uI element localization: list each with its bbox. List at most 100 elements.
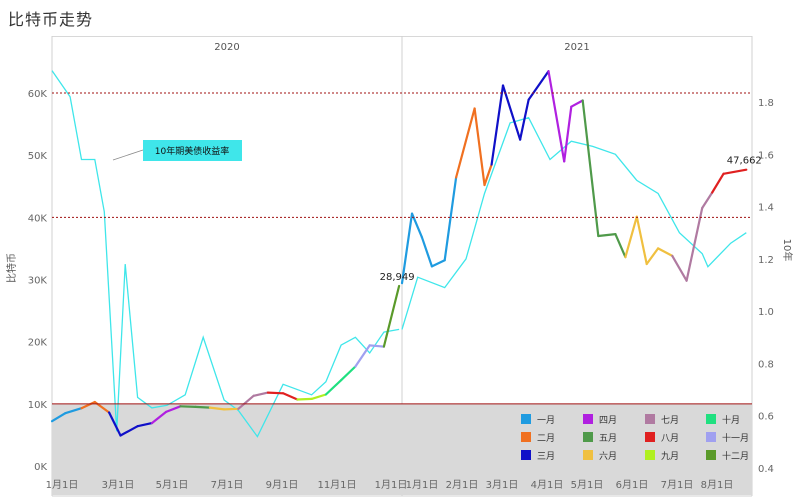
value-label: 47,662 [727,156,762,167]
legend-swatch [706,414,716,424]
y-right-tick: 0.8 [758,359,774,370]
legend-label: 二月 [537,433,555,444]
btc-segment [563,105,573,163]
btc-segment [179,405,197,408]
btc-segment [252,391,269,397]
btc-segment [237,394,255,410]
legend-label: 九月 [661,451,679,462]
btc-segment [624,215,638,259]
yield-line-2020 [51,70,400,438]
y-left-tick: 30K [28,276,48,287]
x-tick: 9月1日 [266,479,299,491]
btc-segment [282,392,299,401]
legend-swatch [645,450,655,460]
y-right-tick: 1.8 [758,98,774,109]
btc-segment [570,99,584,108]
legend-swatch [521,414,531,424]
btc-segment [614,233,627,259]
legend-swatch [521,432,531,442]
btc-segment [581,99,600,238]
btc-segment [711,172,725,194]
legend-swatch [583,450,593,460]
x-tick: 5月1日 [571,479,604,491]
btc-segment [223,407,240,411]
y-right-tick: 1.4 [758,203,774,214]
y-left-tick: 40K [28,213,48,224]
btc-segment [671,254,688,282]
btc-segment [547,70,566,163]
x-tick: 6月1日 [616,479,649,491]
btc-segment [368,344,385,348]
btc-segment [165,405,182,413]
yield-line-2021 [401,116,747,330]
annotation-leader [112,149,144,161]
annotation-text: 10年期美债收益率 [155,145,229,157]
legend-label: 七月 [661,415,679,426]
legend-swatch [583,432,593,442]
btc-segment [430,259,446,268]
value-label: 28,949 [380,272,415,283]
btc-segment [340,365,357,382]
y-right-tick: 1.2 [758,255,774,266]
btc-segment [119,425,139,437]
btc-segment [483,163,493,187]
legend-label: 十二月 [722,450,749,462]
btc-segment [527,70,550,101]
btc-segment [597,233,617,238]
btc-segment [455,107,476,179]
btc-segment [490,84,505,166]
btc-segment [50,412,67,423]
btc-segment [518,98,530,141]
x-tick: 11月1日 [317,479,356,491]
legend-label: 十月 [722,414,740,426]
y-right-tick: 1.0 [758,307,774,318]
btc-segment [107,411,122,437]
btc-segment [136,422,153,428]
x-tick: 3月1日 [486,479,519,491]
legend-swatch [645,432,655,442]
btc-segment [194,405,211,409]
y-right-tick: 1.6 [758,150,774,161]
btc-segment [420,236,433,268]
btc-segment [473,107,486,187]
annotation-box [143,140,242,161]
btc-segment [354,344,371,368]
btc-segment [266,391,285,395]
x-tick: 2月1日 [446,479,479,491]
legend-label: 十一月 [722,432,749,444]
y-left-tick: 60K [28,89,48,100]
btc-segment [382,284,401,348]
x-tick: 7月1日 [211,479,244,491]
btc-segment [310,393,327,400]
btc-segment [656,247,674,257]
btc-segment [501,84,522,141]
y-left-tick: 50K [28,151,48,162]
chart-frame [51,36,753,497]
legend-swatch [706,450,716,460]
y-left-tick: 0K [34,462,47,473]
x-tick: 1月1日 [406,479,439,491]
btc-segment [208,406,226,411]
panel-label: 2020 [214,42,239,53]
legend-label: 一月 [537,415,555,426]
legend-label: 八月 [661,433,679,444]
btc-segment [150,410,168,425]
btc-segment [722,168,748,175]
btc-segment [64,407,83,415]
btc-segment [645,247,660,266]
x-tick: 1月1日 [375,479,408,491]
btc-segment [635,215,648,266]
y-left-tick: 10K [28,400,48,411]
page-title: 比特币走势 [8,10,94,29]
x-tick: 3月1日 [102,479,135,491]
x-tick: 4月1日 [531,479,564,491]
legend-swatch [583,414,593,424]
panel-label: 2021 [564,42,589,53]
btc-segment [701,191,714,210]
x-tick: 7月1日 [661,479,694,491]
x-tick: 1月1日 [46,479,79,491]
y-right-tick: 0.4 [758,464,774,475]
legend-label: 四月 [599,415,617,426]
btc-segment [324,379,343,396]
